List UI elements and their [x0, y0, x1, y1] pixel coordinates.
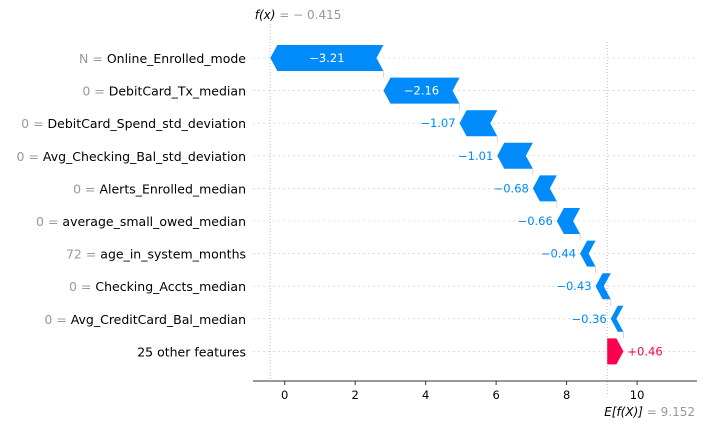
feature-label: 0 = average_small_owed_median	[36, 214, 246, 229]
bar-negative	[580, 240, 596, 267]
x-tick-label: 10	[630, 388, 645, 402]
x-tick-label: 6	[492, 388, 499, 402]
feature-label: 0 = DebitCard_Spend_std_deviation	[21, 116, 246, 131]
contribution-label: −2.16	[404, 84, 439, 98]
feature-label: 0 = Avg_CreditCard_Bal_median	[44, 312, 246, 327]
contribution-label: −3.21	[309, 51, 344, 65]
feature-value: 0 =	[73, 181, 99, 196]
feature-value: 0 =	[17, 149, 43, 164]
feature-name: Avg_Checking_Bal_std_deviation	[43, 149, 246, 164]
feature-value: 0 =	[69, 279, 95, 294]
ex-symbol: E[f(X)]	[604, 405, 643, 419]
bar-negative	[383, 77, 460, 104]
feature-label: 0 = Alerts_Enrolled_median	[73, 181, 246, 196]
x-tick-label: 4	[422, 388, 429, 402]
fx-symbol: f(x)	[255, 8, 276, 22]
feature-value: 0 =	[36, 214, 62, 229]
feature-name: Checking_Accts_median	[95, 279, 246, 294]
ex-label: E[f(X)] = 9.152	[604, 405, 695, 419]
contribution-label: −0.68	[494, 181, 529, 195]
fx-label: f(x) = − 0.415	[255, 8, 342, 22]
reference-lines	[269, 24, 624, 395]
bar-negative	[556, 208, 581, 234]
feature-label: 25 other features	[137, 344, 246, 359]
feature-label: 72 = age_in_system_months	[66, 247, 246, 262]
expected-value-annotation: E[f(X)] = 9.152	[604, 405, 695, 419]
feature-value: 72 =	[66, 247, 100, 262]
x-tick-label: 2	[352, 388, 359, 402]
feature-label: 0 = Checking_Accts_median	[69, 279, 246, 294]
feature-name: age_in_system_months	[100, 247, 246, 262]
feature-value: 0 =	[82, 84, 108, 99]
bar-negative	[595, 273, 611, 300]
bar-negative	[610, 305, 624, 332]
bar-negative	[532, 175, 557, 202]
contribution-label: −0.44	[541, 247, 576, 261]
row-gridlines	[253, 57, 697, 352]
contribution-label: −0.36	[571, 312, 606, 326]
ex-value: = 9.152	[643, 405, 695, 419]
feature-name: DebitCard_Tx_median	[109, 84, 246, 99]
feature-name: 25 other features	[137, 344, 246, 359]
feature-labels: N = Online_Enrolled_mode 0 = DebitCard_Tx…	[17, 51, 247, 359]
feature-name: Avg_CreditCard_Bal_median	[71, 312, 246, 327]
feature-name: Online_Enrolled_mode	[107, 51, 246, 66]
x-tick-label: 0	[281, 388, 288, 402]
contribution-label: −0.66	[518, 214, 553, 228]
feature-value: N =	[79, 51, 107, 66]
feature-label: 0 = DebitCard_Tx_median	[82, 84, 246, 99]
feature-label: 0 = Avg_Checking_Bal_std_deviation	[17, 149, 246, 164]
contribution-label: +0.46	[627, 344, 662, 358]
fx-annotation: f(x) = − 0.415	[255, 8, 342, 22]
bar-negative	[497, 142, 533, 169]
feature-name: DebitCard_Spend_std_deviation	[48, 116, 246, 131]
contribution-label: −1.01	[458, 149, 493, 163]
feature-value: 0 =	[21, 116, 47, 131]
feature-name: Alerts_Enrolled_median	[99, 181, 246, 196]
x-tick-label: 8	[563, 388, 570, 402]
contribution-label: −1.07	[420, 116, 455, 130]
feature-value: 0 =	[44, 312, 70, 327]
bars: −3.21 −2.16 −1.07 −1.01 −0.68 −0.66 −0.44 −0.43…	[270, 45, 663, 365]
bar-negative	[270, 45, 384, 71]
bar-positive	[607, 338, 624, 365]
x-axis: 0 2 4 6 8 10	[253, 380, 697, 402]
bar-negative	[459, 110, 498, 137]
feature-name: average_small_owed_median	[62, 214, 246, 229]
contribution-label: −0.43	[556, 279, 591, 293]
fx-value: = − 0.415	[275, 8, 341, 22]
feature-label: N = Online_Enrolled_mode	[79, 51, 246, 66]
